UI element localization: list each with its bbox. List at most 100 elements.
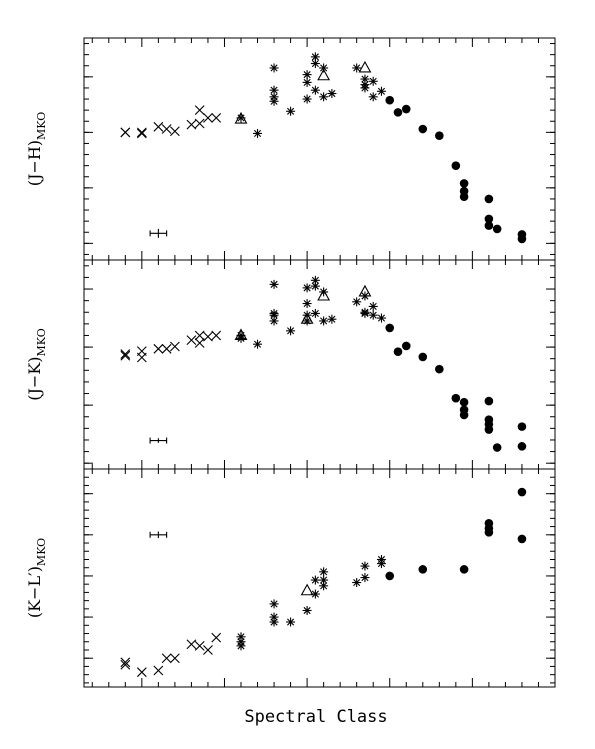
cross-stroke [120, 659, 131, 670]
cross-stroke [186, 119, 197, 130]
cross-marker [120, 659, 131, 670]
asterisk-marker [310, 308, 320, 318]
filled-circle-marker [385, 95, 395, 105]
filled-circle-marker [484, 194, 494, 204]
cross-marker [153, 343, 164, 354]
cross-marker [136, 352, 147, 363]
filled-circle-marker [459, 410, 469, 420]
asterisk-marker [368, 301, 378, 311]
cross-stroke [136, 127, 147, 138]
filled-circle-marker [418, 124, 428, 134]
filled-circle-marker [401, 104, 411, 114]
filled-circle-marker [517, 487, 527, 497]
filled-circle-marker [451, 161, 461, 170]
y-axis-label-sub: MKO [35, 328, 48, 356]
asterisk-marker [302, 70, 312, 80]
asterisk-stroke [328, 89, 336, 98]
cross-stroke [186, 639, 197, 650]
cross-stroke [161, 653, 172, 664]
filled-circle-marker [459, 192, 469, 202]
asterisk-marker [360, 573, 370, 583]
asterisk-stroke [270, 86, 278, 94]
cross-marker [120, 127, 131, 138]
asterisk-marker [327, 314, 337, 324]
asterisk-marker [319, 316, 329, 326]
asterisk-marker [376, 559, 386, 569]
asterisk-marker [253, 128, 263, 138]
asterisk-marker [269, 617, 279, 627]
cross-stroke [211, 632, 222, 643]
asterisk-stroke [311, 576, 319, 584]
cross-stroke [194, 118, 205, 129]
asterisk-marker [269, 279, 279, 289]
cross-marker [120, 349, 131, 359]
cross-marker [186, 335, 197, 346]
cross-stroke [153, 665, 164, 676]
filled-circle-marker [517, 234, 527, 244]
asterisk-stroke [270, 600, 278, 608]
open-triangle-marker [317, 68, 331, 81]
asterisk-marker [360, 561, 370, 571]
open-triangle-marker [300, 312, 314, 324]
asterisk-stroke [303, 95, 311, 103]
asterisk-marker [310, 52, 320, 62]
asterisk-stroke [361, 574, 369, 582]
asterisk-marker [360, 308, 370, 318]
asterisk-stroke [369, 77, 377, 85]
asterisk-marker [269, 92, 279, 102]
asterisk-stroke [303, 299, 311, 308]
asterisk-marker [253, 339, 263, 349]
asterisk-marker [368, 310, 378, 320]
open-triangle-marker [300, 583, 314, 596]
asterisk-stroke [287, 327, 295, 335]
asterisk-stroke [270, 618, 278, 626]
asterisk-marker [319, 567, 329, 577]
asterisk-stroke [311, 86, 319, 94]
asterisk-stroke [320, 317, 328, 325]
asterisk-stroke [303, 284, 311, 292]
cross-marker [211, 632, 222, 643]
asterisk-stroke [270, 280, 278, 288]
filled-circle-marker [459, 397, 469, 407]
cross-stroke [120, 127, 131, 138]
cross-stroke [136, 667, 147, 678]
asterisk-marker [319, 63, 329, 73]
cross-stroke [170, 341, 180, 352]
asterisk-stroke [328, 315, 336, 323]
asterisk-marker [236, 641, 246, 651]
asterisk-marker [302, 605, 312, 615]
filled-circle-marker [401, 341, 411, 351]
cross-marker [161, 343, 172, 354]
asterisk-stroke [361, 75, 369, 83]
filled-circle-marker [484, 425, 494, 434]
cross-marker [161, 653, 172, 664]
cross-stroke [170, 653, 180, 664]
asterisk-marker [269, 316, 279, 326]
y-axis-label: (K−L′)MKO [25, 538, 48, 618]
filled-circle-marker [385, 571, 395, 581]
cross-stroke [194, 105, 205, 116]
cross-stroke [203, 331, 213, 342]
asterisk-stroke [311, 282, 319, 290]
filled-circle-marker [484, 528, 494, 537]
y-axis-label-main: (K−L′) [25, 566, 44, 618]
cross-marker [136, 128, 147, 139]
cross-stroke [161, 124, 172, 134]
open-triangle-marker [358, 60, 372, 73]
cross-marker [194, 118, 205, 129]
asterisk-stroke [320, 93, 328, 101]
cross-stroke [136, 128, 147, 139]
asterisk-stroke [369, 302, 377, 311]
asterisk-stroke [303, 606, 311, 615]
asterisk-stroke [353, 64, 361, 72]
asterisk-marker [310, 281, 320, 291]
x-axis-label: Spectral Class [244, 707, 387, 727]
asterisk-stroke [377, 314, 386, 322]
asterisk-stroke [369, 311, 377, 319]
asterisk-marker [319, 575, 329, 585]
asterisk-marker [310, 85, 320, 95]
filled-circle-marker [459, 565, 469, 574]
asterisk-stroke [303, 78, 311, 86]
cross-stroke [186, 335, 197, 346]
